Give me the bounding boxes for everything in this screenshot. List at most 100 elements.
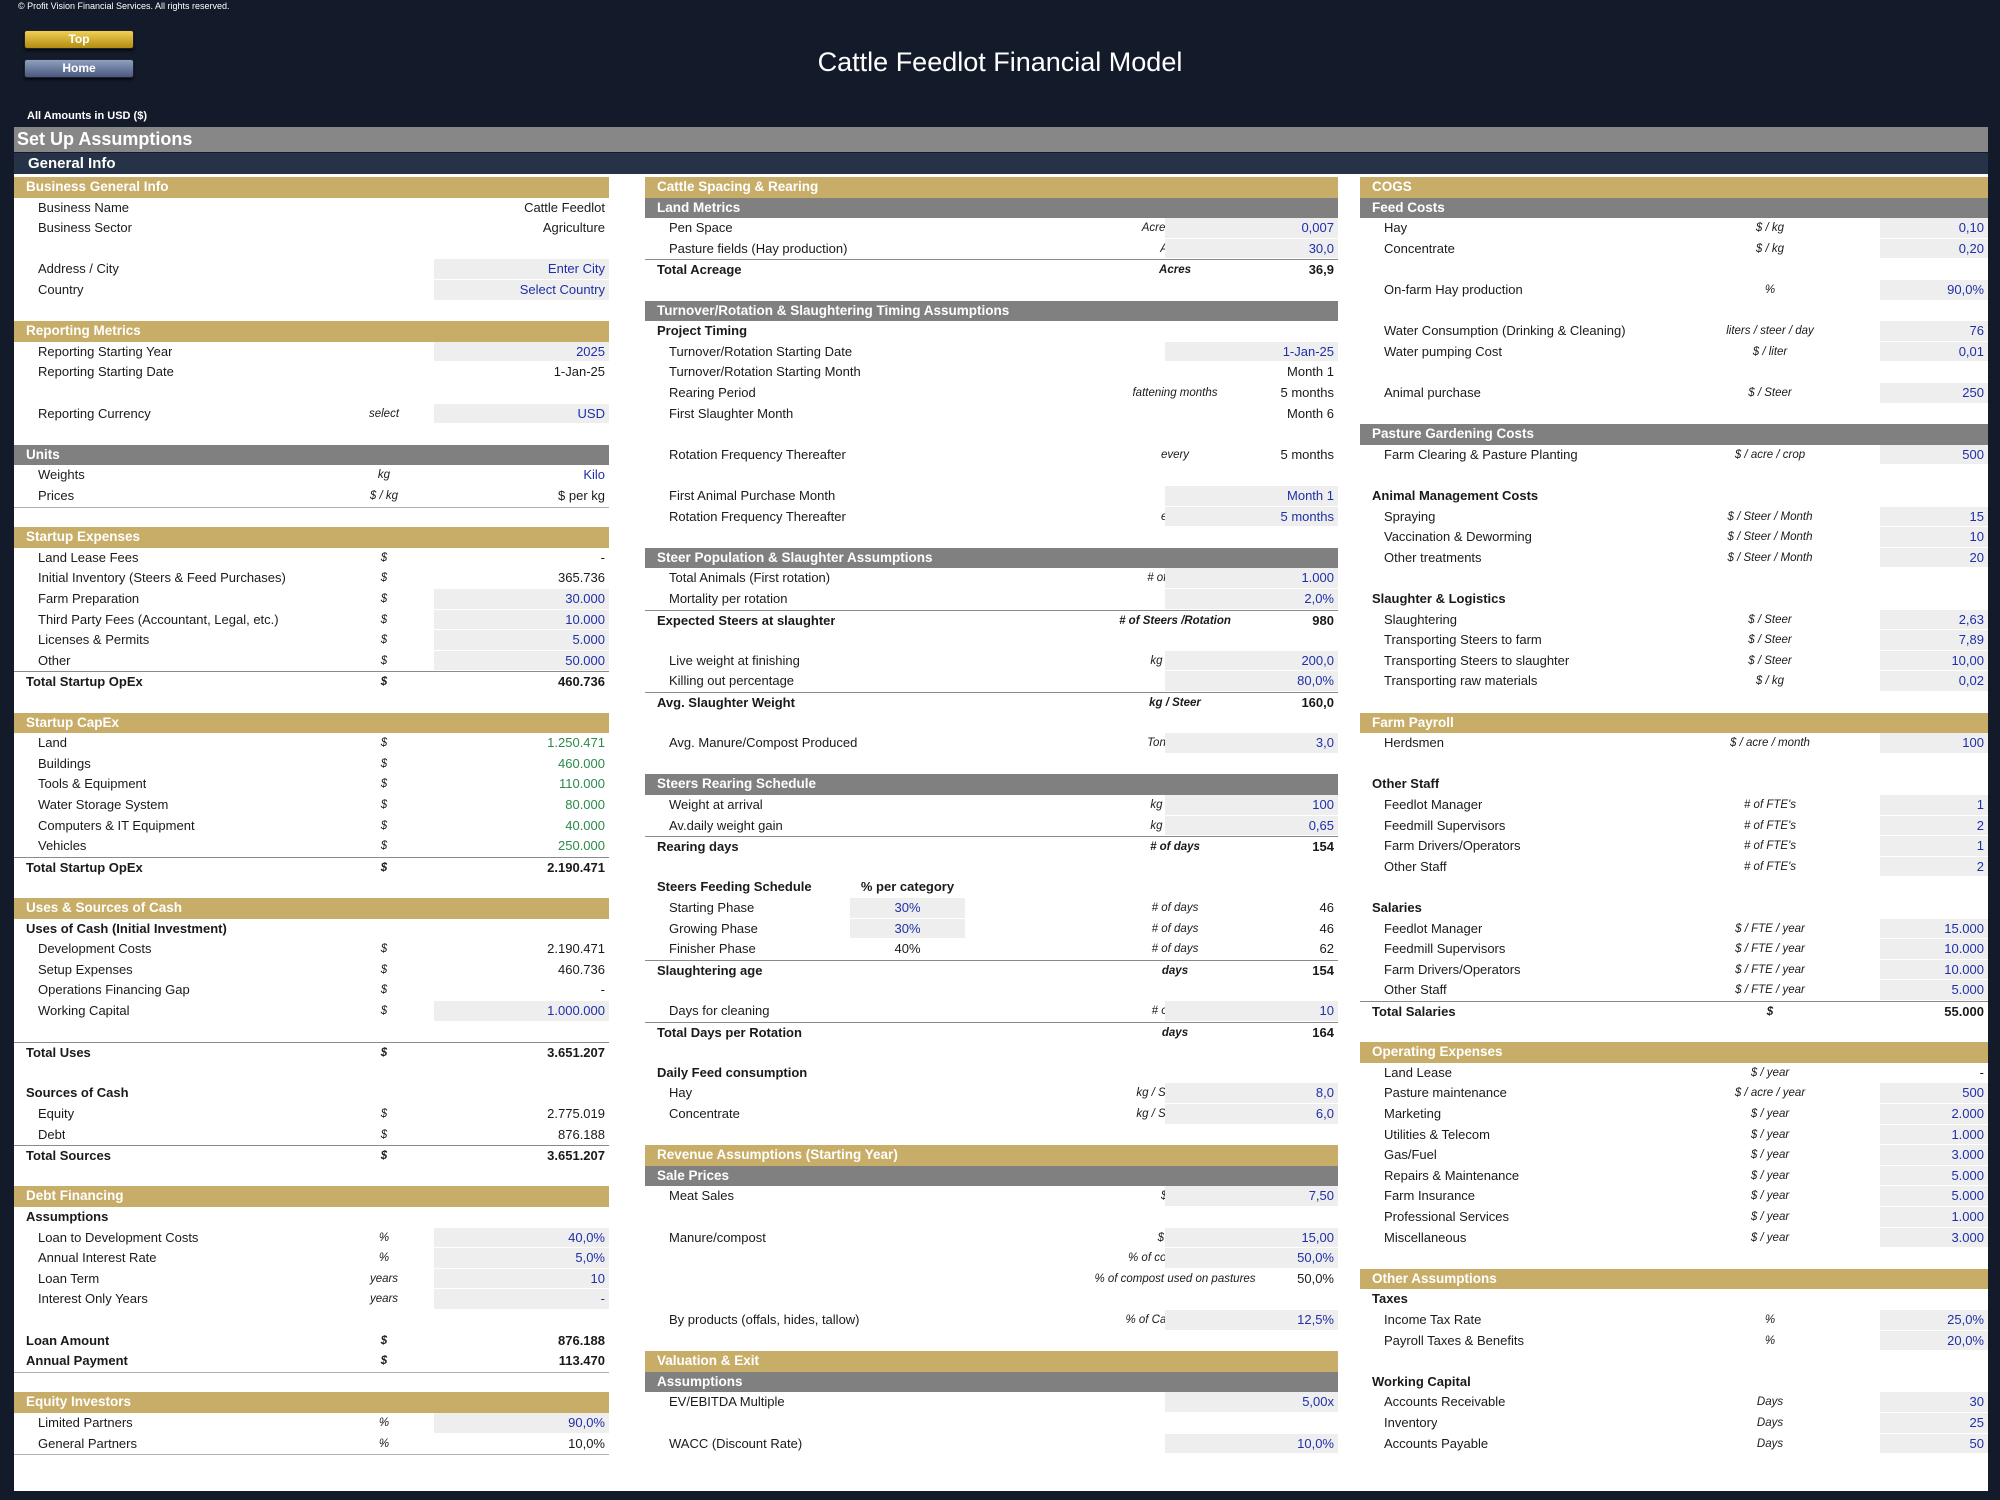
input-cell[interactable]: 10.000 xyxy=(434,609,609,631)
input-cell[interactable]: 10 xyxy=(1165,1001,1338,1022)
input-cell[interactable]: 10,0% xyxy=(1165,1433,1338,1455)
input-cell[interactable]: 25,0% xyxy=(1880,1310,1988,1331)
input-cell[interactable]: - xyxy=(434,1289,609,1310)
input-cell[interactable]: 0,007 xyxy=(1165,218,1338,239)
input-cell[interactable]: 100 xyxy=(1880,733,1988,754)
assumption-row: Payroll Taxes & Benefits% 20,0% xyxy=(1360,1330,1988,1352)
unit-label: # of FTE's xyxy=(1743,840,1797,853)
input-cell[interactable]: 8,0 xyxy=(1165,1083,1338,1104)
input-cell[interactable]: 30,0 xyxy=(1165,238,1338,260)
input-cell[interactable]: 90,0% xyxy=(1880,280,1988,301)
input-cell[interactable]: 5,00x xyxy=(1165,1392,1338,1413)
input-cell[interactable]: 2 xyxy=(1880,815,1988,837)
input-cell[interactable]: 15 xyxy=(1880,506,1988,528)
input-cell[interactable]: Select Country xyxy=(434,280,609,301)
row-label: Farm Preparation xyxy=(38,591,140,606)
input-cell[interactable]: 3.000 xyxy=(1880,1145,1988,1166)
input-cell[interactable]: Month 1 xyxy=(1165,486,1338,507)
row-label: Vaccination & Deworming xyxy=(1384,529,1532,545)
unit-label: # of FTE's xyxy=(1743,819,1797,832)
assumption-row: General Partners% 10,0% xyxy=(14,1434,609,1456)
input-cell[interactable]: 2.000 xyxy=(1880,1104,1988,1125)
input-cell[interactable]: 40,0% xyxy=(434,1227,609,1249)
unit-label: $ xyxy=(380,799,388,811)
input-cell[interactable]: 10.000 xyxy=(1880,959,1988,981)
input-cell[interactable]: 1.000 xyxy=(1165,568,1338,589)
input-cell[interactable]: 250 xyxy=(1880,383,1988,404)
input-cell[interactable]: 1 xyxy=(1880,836,1988,857)
input-cell[interactable]: 1.000 xyxy=(1880,1124,1988,1146)
input-cell[interactable]: 50 xyxy=(1880,1433,1988,1455)
input-cell[interactable]: 6,0 xyxy=(1165,1104,1338,1125)
row-label: Farm Insurance xyxy=(1384,1188,1476,1204)
input-cell[interactable]: 500 xyxy=(1880,444,1988,466)
input-cell[interactable]: 200,0 xyxy=(1165,650,1338,672)
input-cell[interactable]: 2025 xyxy=(434,341,609,363)
top-button[interactable]: Top xyxy=(24,30,134,49)
section-header: Business General Info xyxy=(14,177,609,198)
value-cell: $ per kg xyxy=(558,488,605,503)
input-cell[interactable]: 12,5% xyxy=(1165,1310,1338,1331)
input-cell[interactable]: 20,0% xyxy=(1880,1330,1988,1352)
input-cell[interactable]: Enter City xyxy=(434,259,609,280)
row-label: Land Lease Fees xyxy=(38,549,139,565)
input-cell[interactable]: 2 xyxy=(1880,856,1988,878)
input-cell[interactable]: 0,20 xyxy=(1880,238,1988,260)
input-cell[interactable]: 0,01 xyxy=(1880,341,1988,363)
input-cell[interactable]: 30.000 xyxy=(434,589,609,610)
phase-percent-cell[interactable]: 30% xyxy=(850,898,965,919)
input-cell[interactable]: 7,50 xyxy=(1165,1186,1338,1207)
input-cell[interactable]: 10,00 xyxy=(1880,650,1988,672)
input-cell[interactable]: 0,65 xyxy=(1165,815,1338,837)
section-title-text: Farm Payroll xyxy=(1372,714,1454,730)
assumption-row: Accounts Payable Days 50 xyxy=(1360,1433,1988,1455)
unit-label: $ / year xyxy=(1750,1211,1790,1223)
assumption-row: Weights kg Kilo xyxy=(14,465,609,486)
input-cell[interactable]: 100 xyxy=(1165,795,1338,816)
input-cell[interactable]: 10 xyxy=(434,1268,609,1290)
row-label: Weight at arrival xyxy=(669,797,763,812)
input-cell[interactable]: 0,10 xyxy=(1880,218,1988,239)
input-cell[interactable]: 3,0 xyxy=(1165,733,1338,754)
input-cell[interactable]: 1.000 xyxy=(1880,1207,1988,1228)
input-cell[interactable]: 5.000 xyxy=(434,630,609,651)
input-cell[interactable]: 76 xyxy=(1880,321,1988,342)
row-label: Other xyxy=(38,652,71,668)
unit-label: $ xyxy=(380,1108,388,1120)
input-cell[interactable]: 50.000 xyxy=(434,650,609,672)
input-cell[interactable]: 2,0% xyxy=(1165,589,1338,610)
input-cell[interactable]: 90,0% xyxy=(434,1413,609,1434)
input-cell[interactable]: 5.000 xyxy=(1880,980,1988,1001)
input-cell[interactable]: 1 xyxy=(1880,795,1988,816)
input-cell[interactable]: 5.000 xyxy=(1880,1165,1988,1187)
input-cell[interactable]: 30 xyxy=(1880,1392,1988,1413)
input-cell[interactable]: 3.000 xyxy=(1880,1227,1988,1249)
unit-label: $ / FTE / year xyxy=(1735,922,1805,935)
row-label: Slaughter & Logistics xyxy=(1372,591,1506,606)
input-cell[interactable]: 5 months xyxy=(1165,506,1338,528)
input-cell[interactable]: 10.000 xyxy=(1880,939,1988,960)
row-label: Total Acreage xyxy=(657,262,742,278)
assumption-row: Other treatments $ / Steer / Month 20 xyxy=(1360,547,1988,569)
input-cell[interactable]: 5.000 xyxy=(1880,1186,1988,1207)
input-cell[interactable]: 15,00 xyxy=(1165,1227,1338,1249)
phase-percent-cell[interactable]: 30% xyxy=(850,918,965,940)
home-button[interactable]: Home xyxy=(24,59,134,78)
input-cell[interactable]: 20 xyxy=(1880,547,1988,569)
input-cell[interactable]: 7,89 xyxy=(1880,630,1988,651)
input-cell[interactable]: 500 xyxy=(1880,1083,1988,1104)
input-cell[interactable]: 1.000.000 xyxy=(434,1001,609,1022)
input-cell[interactable]: 15.000 xyxy=(1880,918,1988,940)
assumption-row: Transporting raw materials $ / kg 0,02 xyxy=(1360,671,1988,692)
input-cell[interactable]: 25 xyxy=(1880,1413,1988,1434)
input-cell[interactable]: 0,02 xyxy=(1880,671,1988,692)
input-cell[interactable]: 1-Jan-25 xyxy=(1165,341,1338,363)
input-cell[interactable]: 80,0% xyxy=(1165,671,1338,692)
input-cell[interactable]: 2,63 xyxy=(1880,609,1988,631)
section-title-text: Startup CapEx xyxy=(26,714,120,730)
input-cell[interactable]: 10 xyxy=(1880,527,1988,548)
assumption-row: Concentrate $ / kg 0,20 xyxy=(1360,238,1988,260)
input-cell[interactable]: USD xyxy=(434,403,609,425)
input-cell[interactable]: 50,0% xyxy=(1165,1248,1338,1269)
input-cell[interactable]: 5,0% xyxy=(434,1248,609,1269)
